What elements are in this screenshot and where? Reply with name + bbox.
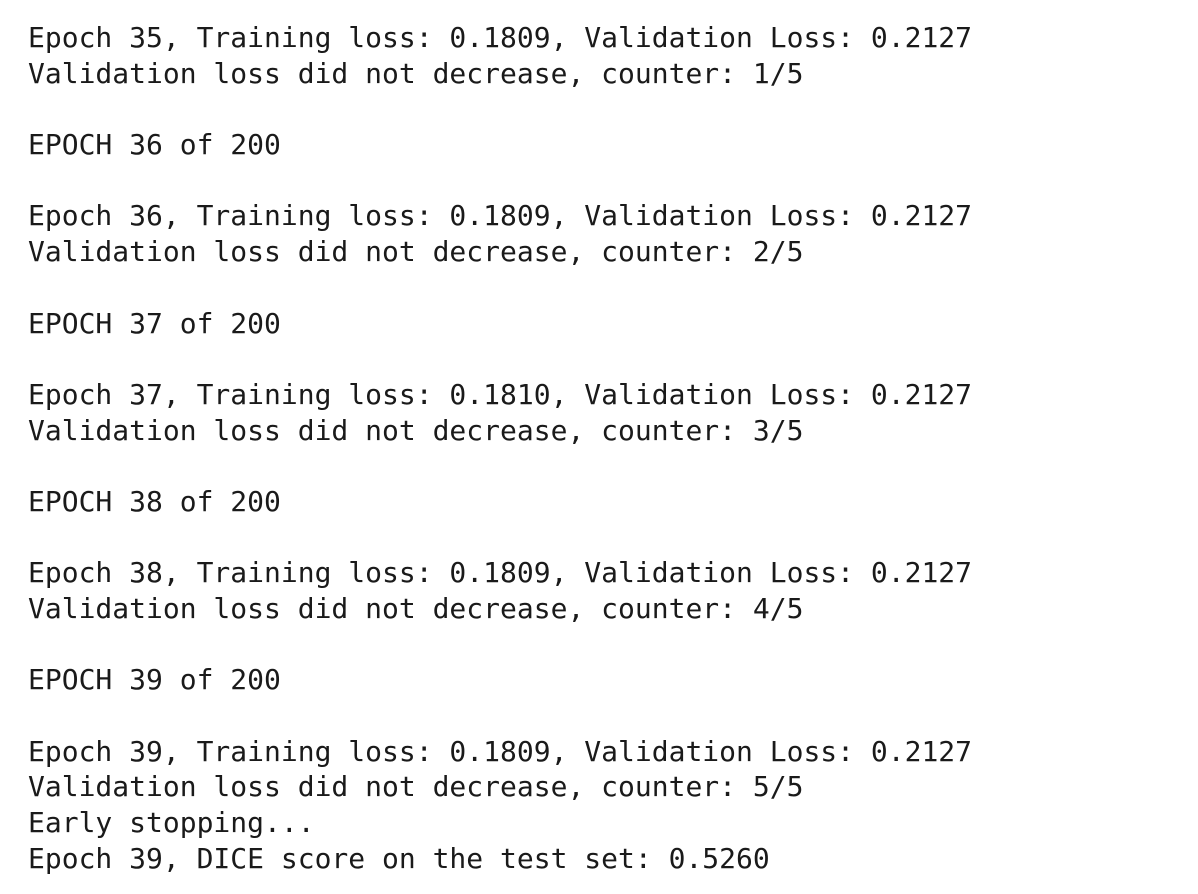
epoch-36-header-line: EPOCH 36 of 200	[28, 128, 281, 162]
epoch-39-summary-line: Epoch 39, Training loss: 0.1809, Validat…	[28, 734, 973, 768]
blank-line	[28, 448, 1198, 484]
epoch-36-summary-line: Epoch 36, Training loss: 0.1809, Validat…	[28, 199, 973, 233]
epoch-38-status-line: Validation loss did not decrease, counte…	[28, 592, 804, 625]
epoch-37-header-line: EPOCH 37 of 200	[28, 306, 281, 340]
epoch-39-header-line: EPOCH 39 of 200	[28, 663, 281, 697]
blank-line	[28, 520, 1198, 556]
epoch-39-status-line: Validation loss did not decrease, counte…	[28, 770, 804, 804]
epoch-38-header-line: EPOCH 38 of 200	[28, 484, 281, 518]
early-stopping-line: Early stopping...	[28, 806, 315, 840]
test-dice-score-line: Epoch 39, DICE score on the test set: 0.…	[28, 841, 770, 875]
epoch-35-summary-line: Epoch 35, Training loss: 0.1809, Validat…	[28, 21, 973, 54]
epoch-36-status-line: Validation loss did not decrease, counte…	[28, 235, 804, 269]
blank-line	[28, 627, 1198, 663]
blank-line	[28, 698, 1198, 734]
epoch-37-summary-line: Epoch 37, Training loss: 0.1810, Validat…	[28, 377, 973, 411]
blank-line	[28, 270, 1198, 306]
epoch-38-summary-line: Epoch 38, Training loss: 0.1809, Validat…	[28, 556, 973, 590]
blank-line	[28, 341, 1198, 377]
blank-line	[28, 91, 1198, 127]
epoch-35-status-line: Validation loss did not decrease, counte…	[28, 56, 804, 90]
epoch-37-status-line: Validation loss did not decrease, counte…	[28, 413, 804, 447]
blank-line	[28, 163, 1198, 199]
